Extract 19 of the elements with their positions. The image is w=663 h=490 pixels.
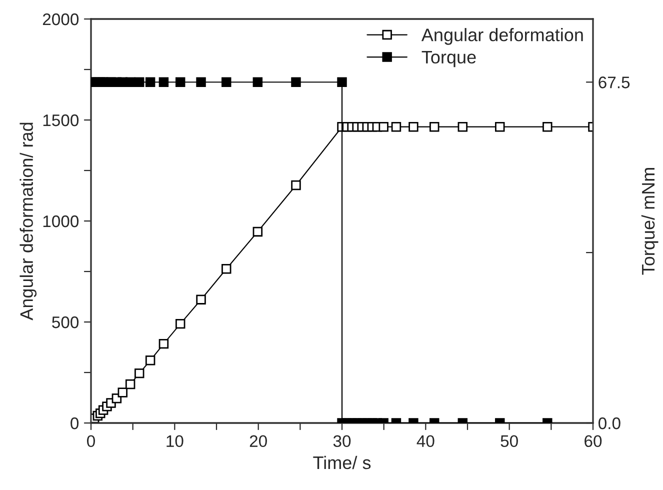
legend-label: Torque [422,50,476,68]
x-tick-label: 60 [584,435,602,448]
legend-label: Angular deformation [421,28,583,45]
y-axis-title: Angular deformation/ rad [20,122,37,320]
x-tick-label: 20 [250,435,267,448]
y-tick-label: 1500 [43,114,79,126]
x-tick-label: 50 [500,435,518,448]
x-tick-label: 10 [166,435,184,448]
y2-tick-label: 67.5 [598,76,630,88]
x-tick-label: 0 [87,435,95,448]
y2-tick-label: 0.0 [598,417,620,430]
x-axis-title: Time/ s [313,456,371,470]
x-tick-label: 40 [416,435,434,448]
y2-axis-title: Torque/ mNm [641,168,658,275]
y-tick-label: 0 [70,417,79,430]
y-tick-label: 1000 [43,215,79,228]
y-tick-label: 500 [52,316,79,328]
x-tick-label: 30 [333,435,351,448]
y-tick-label: 2000 [42,13,79,26]
